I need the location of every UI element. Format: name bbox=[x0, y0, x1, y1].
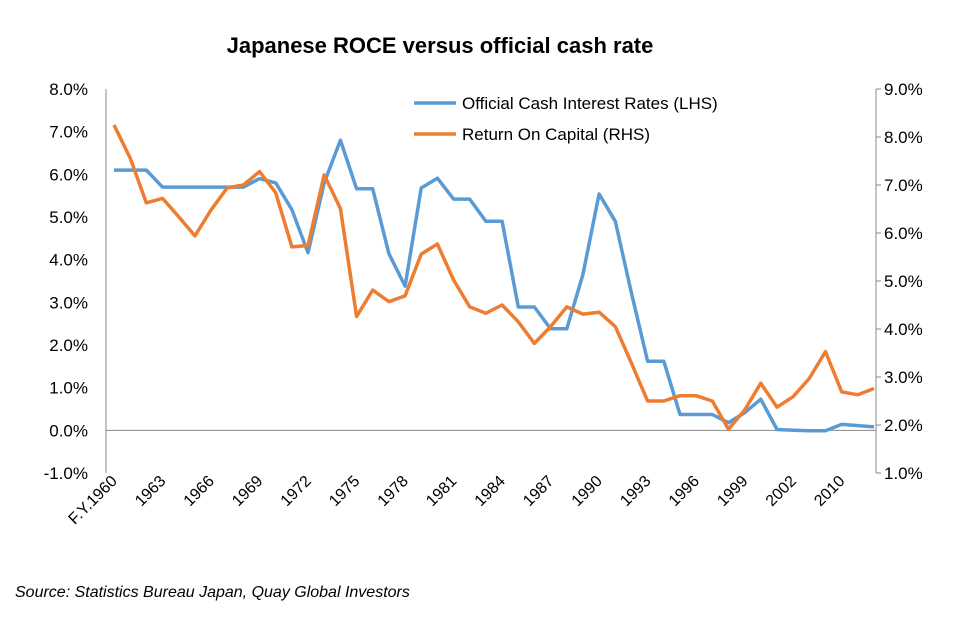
right-tick-label: 5.0% bbox=[884, 272, 923, 291]
legend-label: Official Cash Interest Rates (LHS) bbox=[462, 94, 718, 113]
x-tick-label: 1990 bbox=[569, 473, 606, 510]
x-tick-label: 2002 bbox=[763, 473, 800, 510]
x-tick-label: 1975 bbox=[326, 473, 363, 510]
left-tick-label: 7.0% bbox=[49, 123, 88, 142]
x-tick-label: 1978 bbox=[375, 473, 412, 510]
x-tick-label: 1999 bbox=[714, 473, 751, 510]
left-tick-label: 2.0% bbox=[49, 336, 88, 355]
x-tick-label: 1981 bbox=[423, 473, 460, 510]
right-tick-label: 2.0% bbox=[884, 416, 923, 435]
legend-label: Return On Capital (RHS) bbox=[462, 125, 650, 144]
chart-title: Japanese ROCE versus official cash rate bbox=[227, 33, 654, 58]
left-tick-label: 0.0% bbox=[49, 421, 88, 440]
right-tick-label: 6.0% bbox=[884, 224, 923, 243]
x-tick-label: 1972 bbox=[278, 473, 315, 510]
x-tick-label: 1966 bbox=[181, 473, 218, 510]
x-tick-label: 1993 bbox=[617, 473, 654, 510]
x-tick-label: 1996 bbox=[666, 473, 703, 510]
right-tick-label: 1.0% bbox=[884, 464, 923, 483]
right-tick-label: 4.0% bbox=[884, 320, 923, 339]
x-tick-label: 1963 bbox=[132, 473, 169, 510]
series-line-return-on-capital bbox=[112, 124, 875, 432]
right-tick-label: 9.0% bbox=[884, 80, 923, 99]
x-tick-label: 1969 bbox=[229, 473, 266, 510]
left-tick-label: 8.0% bbox=[49, 80, 88, 99]
x-tick-label: 2010 bbox=[811, 473, 848, 510]
x-tick-label: 1987 bbox=[520, 473, 557, 510]
left-tick-label: -1.0% bbox=[44, 464, 88, 483]
left-tick-label: 3.0% bbox=[49, 293, 88, 312]
left-tick-label: 1.0% bbox=[49, 379, 88, 398]
right-tick-label: 7.0% bbox=[884, 176, 923, 195]
x-tick-label: 1984 bbox=[472, 473, 509, 510]
right-tick-label: 8.0% bbox=[884, 128, 923, 147]
left-tick-label: 6.0% bbox=[49, 165, 88, 184]
left-tick-label: 4.0% bbox=[49, 251, 88, 270]
left-tick-label: 5.0% bbox=[49, 208, 88, 227]
source-note: Source: Statistics Bureau Japan, Quay Gl… bbox=[15, 584, 410, 601]
right-tick-label: 3.0% bbox=[884, 368, 923, 387]
